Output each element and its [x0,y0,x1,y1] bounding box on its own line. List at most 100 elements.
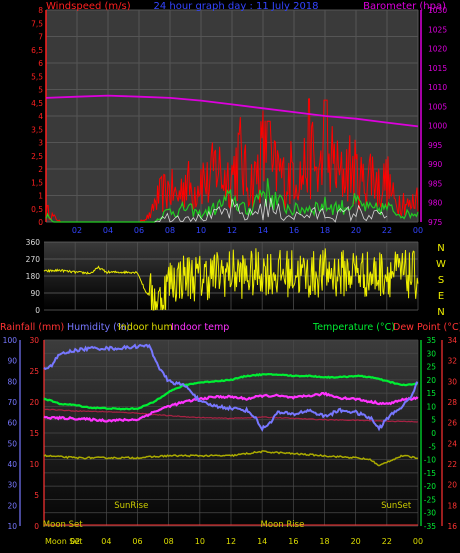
compass-label: N [437,243,444,254]
top-x-tick: 04 [103,226,113,235]
graph-title: 24 hour graph day : 11 July 2018 [153,1,318,12]
barometer-title: Barometer (hpa) [363,1,446,12]
humidity-axis-tick: 70 [7,398,17,407]
top-x-tick: 22 [382,226,392,235]
sun-moon-event: Moon Set [43,520,83,530]
direction-axis-tick: 270 [26,255,41,264]
bottom-x-tick: 02 [70,537,80,546]
sun-moon-event: SunSet [381,501,412,511]
top-x-tick: 00 [413,226,423,235]
gust-peak-line [154,197,388,223]
humidity-axis-tick: 60 [7,419,17,428]
humidity-axis-tick: 100 [3,336,18,345]
direction-axis-tick: 0 [35,306,40,315]
barometer-line [45,94,419,128]
indoor-temp-axis-tick: 26 [447,419,457,428]
humidity-axis-tick: 80 [7,377,17,386]
temperature-axis-tick: 10 [426,402,436,411]
top-x-tick: 18 [320,226,330,235]
rainfall-axis-tick: 30 [29,336,39,345]
wind-axis-tick: 3,5 [31,125,43,134]
humidity-axis-tick: 20 [7,501,17,510]
barometer-axis-tick: 1005 [428,102,447,111]
humidity-axis-tick: 30 [7,481,17,490]
gust-line [45,178,419,223]
bottom-x-tick: 18 [319,537,329,546]
moon-set-bottom-label: Moon Set [45,537,82,546]
indoor-temp-axis-tick: 24 [447,439,457,448]
indoor-temp-axis-tick: 16 [447,522,457,531]
top-x-tick: 06 [134,226,144,235]
legend-item: Dew Point (°C) [393,322,460,333]
wind-axis-tick: 3 [38,139,43,148]
wind-axis-tick: 4 [38,112,43,121]
sun-moon-event: SunRise [114,501,148,511]
barometer-axis-tick: 985 [428,179,443,188]
humidity-axis-tick: 90 [7,357,17,366]
wind-axis-tick: 7,5 [31,19,43,28]
compass-label: W [436,259,446,270]
rainfall-axis-tick: 5 [34,491,39,500]
legend-item: Rainfall (mm) [0,322,64,333]
bottom-x-tick: 08 [164,537,174,546]
humidity-axis-tick: 40 [7,460,17,469]
wind-title: Windspeed (m/s) [46,1,131,12]
barometer-axis-tick: 1025 [428,25,447,34]
indoor-temp-line [43,391,419,423]
wind-axis-tick: 5,5 [31,72,43,81]
temperature-axis-tick: -30 [424,509,436,518]
barometer-axis-tick: 980 [428,199,443,208]
indoor-temp-axis-tick: 20 [447,481,457,490]
temperature-axis-tick: -10 [424,456,436,465]
indoor-humidity-line [43,450,419,467]
temperature-axis-tick: -35 [424,522,436,531]
direction-axis-tick: 180 [26,272,41,281]
top-x-tick: 10 [196,226,206,235]
bottom-x-tick: 10 [195,537,205,546]
rainfall-axis-tick: 25 [29,367,39,376]
barometer-axis-tick: 1010 [428,83,447,92]
indoor-temp-axis-tick: 32 [447,357,457,366]
barometer-axis-tick: 1015 [428,64,447,73]
wind-axis-tick: 4,5 [31,99,43,108]
indoor-temp-axis-tick: 18 [447,501,457,510]
rainfall-axis-tick: 20 [29,398,39,407]
bottom-x-tick: 00 [413,537,423,546]
wind-axis-tick: 0 [38,218,43,227]
barometer-axis-tick: 1020 [428,45,447,54]
bottom-x-tick: 04 [101,537,111,546]
wind-axis-tick: 6,5 [31,46,43,55]
temperature-axis-tick: -20 [424,482,436,491]
legend-item: Indoor hum [118,322,173,333]
wind-axis-tick: 7 [38,33,43,42]
barometer-axis-tick: 975 [428,218,443,227]
temperature-axis-tick: 25 [426,363,436,372]
indoor-temp-axis-tick: 28 [447,398,457,407]
humidity-axis-tick: 50 [7,439,17,448]
legend-item: Humidity (%) [67,322,130,333]
temperature-line [43,372,419,411]
wind-direction-line [43,248,419,311]
bottom-x-tick: 22 [382,537,392,546]
rainfall-axis-tick: 10 [29,460,39,469]
bottom-x-tick: 14 [257,537,267,546]
bottom-x-tick: 06 [132,537,142,546]
temperature-axis-tick: 30 [426,349,436,358]
compass-label: S [438,275,444,286]
wind-axis-tick: 5 [38,86,43,95]
legend-item: Indoor temp [171,322,229,333]
wind-axis-tick: 6 [38,59,43,68]
temperature-axis-tick: -25 [424,495,436,504]
legend-item: Temperature (°C) [312,322,395,333]
dewpoint-line [43,408,419,423]
humidity-line [43,343,419,432]
temperature-axis-tick: -5 [429,442,437,451]
wind-axis-tick: 0,5 [31,205,43,214]
compass-label: E [438,291,444,302]
top-x-tick: 16 [289,226,299,235]
bottom-x-tick: 20 [351,537,361,546]
top-x-tick: 14 [258,226,268,235]
bottom-x-tick: 12 [226,537,236,546]
top-x-tick: 08 [165,226,175,235]
